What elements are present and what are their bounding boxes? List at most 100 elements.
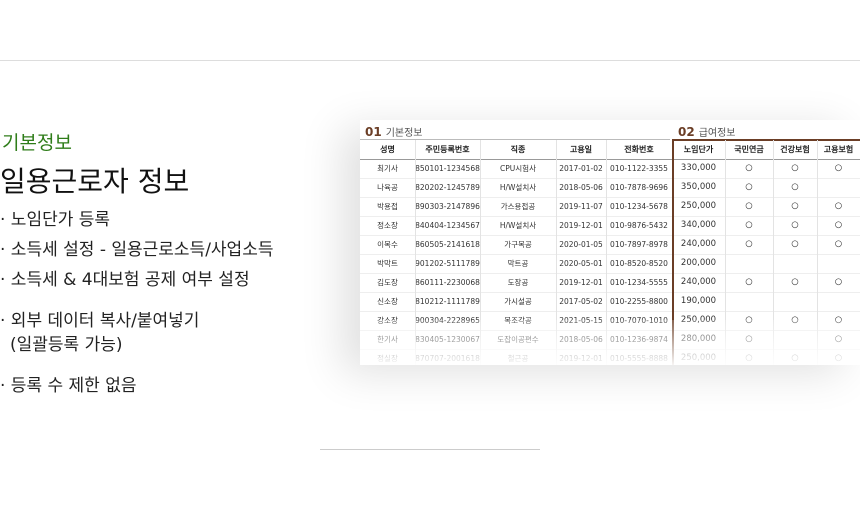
bullet: · 소득세 설정 - 일용근로소득/사업소득 xyxy=(0,240,274,260)
column-rule xyxy=(773,140,774,365)
section-title: 급여정보 xyxy=(698,128,736,139)
table-cell: ○ xyxy=(745,163,753,173)
row-rule xyxy=(360,178,860,179)
bullet: · 외부 데이터 복사/붙여넣기 xyxy=(0,311,200,331)
table-cell: 010-1122-3355 xyxy=(610,164,668,173)
table-cell: ○ xyxy=(745,277,753,287)
table-cell: 도장공 xyxy=(507,278,529,287)
table-cell: ○ xyxy=(745,220,753,230)
column-rule xyxy=(817,140,818,365)
table-cell: 나육공 xyxy=(377,183,398,192)
section-number: 01 xyxy=(365,125,382,139)
section-rule xyxy=(360,139,670,140)
table-cell: 정소장 xyxy=(377,221,398,230)
section-rule xyxy=(672,139,860,141)
row-rule xyxy=(360,292,860,293)
table-cell: ○ xyxy=(791,182,799,192)
table-cell: ○ xyxy=(834,220,843,230)
divider xyxy=(320,449,540,450)
row-rule xyxy=(360,273,860,274)
table-cell: ○ xyxy=(834,201,843,211)
table-cell: 010-8520-8520 xyxy=(610,259,668,268)
table-cell: 최기사 xyxy=(377,164,398,173)
table-cell: 이목수 xyxy=(377,240,398,249)
table-cell: CPU시험사 xyxy=(500,164,536,173)
table-cell: H/W설치사 xyxy=(499,183,537,192)
table-cell: ○ xyxy=(791,277,799,287)
table-cell: ○ xyxy=(791,201,799,211)
table-cell: ○ xyxy=(791,239,799,249)
section-title: 기본정보 xyxy=(385,128,423,139)
column-header: 고용보험 xyxy=(823,145,854,154)
table-cell: 340,000 xyxy=(680,220,717,230)
header-rule xyxy=(360,159,860,160)
column-header: 국민연금 xyxy=(734,145,764,154)
table-cell: 350,000 xyxy=(680,182,717,192)
table-cell: 막트공 xyxy=(507,259,529,268)
table-cell: ○ xyxy=(745,182,753,192)
column-header: 성명 xyxy=(380,145,395,154)
table-cell: 010-7878-9696 xyxy=(610,183,668,192)
table-cell: 가시설공 xyxy=(504,297,532,306)
row-rule xyxy=(360,311,860,312)
eyebrow: 기본정보 xyxy=(2,132,72,154)
table-cell: 2018-05-06 xyxy=(559,183,603,192)
table-cell: 010-2255-8800 xyxy=(610,297,668,306)
column-rule xyxy=(725,140,726,365)
column-rule xyxy=(606,140,607,365)
table-cell: 840404-1234567 xyxy=(415,221,480,230)
table-cell: 330,000 xyxy=(680,163,717,173)
table-cell: 010-1234-5678 xyxy=(610,202,668,211)
table-cell: 250,000 xyxy=(680,201,717,211)
table-cell: 010-7897-8978 xyxy=(610,240,668,249)
column-header: 고용일 xyxy=(569,145,593,154)
bullet: · 노임단가 등록 xyxy=(0,210,111,230)
table-cell: ○ xyxy=(791,220,799,230)
column-header: 전화번호 xyxy=(624,145,654,154)
table-cell: 200,000 xyxy=(680,258,717,268)
title: 일용근로자 정보 xyxy=(0,165,190,198)
column-rule xyxy=(556,140,557,365)
row-rule xyxy=(360,216,860,217)
column-rule xyxy=(480,140,481,365)
table-cell: 240,000 xyxy=(680,239,717,249)
table-cell: 가스용접공 xyxy=(500,202,536,211)
table-cell: 신소장 xyxy=(377,297,398,306)
table-cell: ○ xyxy=(834,239,843,249)
table-cell: 박용접 xyxy=(377,202,398,211)
bullet: · 소득세 & 4대보험 공제 여부 설정 xyxy=(0,270,250,290)
table-cell: 820202-1245789 xyxy=(415,183,480,192)
table-cell: 901202-5111789 xyxy=(415,259,480,268)
row-rule xyxy=(360,254,860,255)
column-rule xyxy=(672,140,674,365)
column-rule xyxy=(415,140,416,365)
table-cell: 2020-01-05 xyxy=(559,240,603,249)
table-cell: 김도장 xyxy=(377,278,398,287)
table-cell: 가구목공 xyxy=(504,240,532,249)
table-cell: 2019-11-07 xyxy=(559,202,603,211)
table-cell: 2020-05-01 xyxy=(559,259,603,268)
bullet: · 등록 수 제한 없음 xyxy=(0,376,137,396)
table-cell: 850101-1234568 xyxy=(415,164,480,173)
section-label: 01 기본정보 xyxy=(365,124,423,139)
column-header: 주민등록번호 xyxy=(425,145,470,154)
bullet: (일괄등록 가능) xyxy=(10,335,123,355)
table-panel: 01 기본정보 02 급여정보 성명 주민등록번호 직종 고용일 전화번호 노임단가 국민연금 건강보… xyxy=(360,120,860,365)
table-cell: 2017-05-02 xyxy=(559,297,603,306)
column-header: 직종 xyxy=(510,145,526,154)
table-cell: ○ xyxy=(745,201,753,211)
table-cell: 810212-1111789 xyxy=(415,297,480,306)
table-cell: 860505-2141618 xyxy=(415,240,480,249)
table-cell: H/W설치사 xyxy=(499,221,537,230)
table-cell: ○ xyxy=(834,277,843,287)
section-number: 02 xyxy=(678,125,695,139)
section-label: 02 급여정보 xyxy=(678,124,736,139)
table-cell: ○ xyxy=(791,163,799,173)
column-header: 건강보험 xyxy=(780,145,810,154)
table-cell: 010-1234-5555 xyxy=(610,278,668,287)
table-cell: 190,000 xyxy=(680,296,717,306)
divider xyxy=(0,60,860,61)
table-cell: 박막트 xyxy=(377,259,398,268)
row-rule xyxy=(360,197,860,198)
